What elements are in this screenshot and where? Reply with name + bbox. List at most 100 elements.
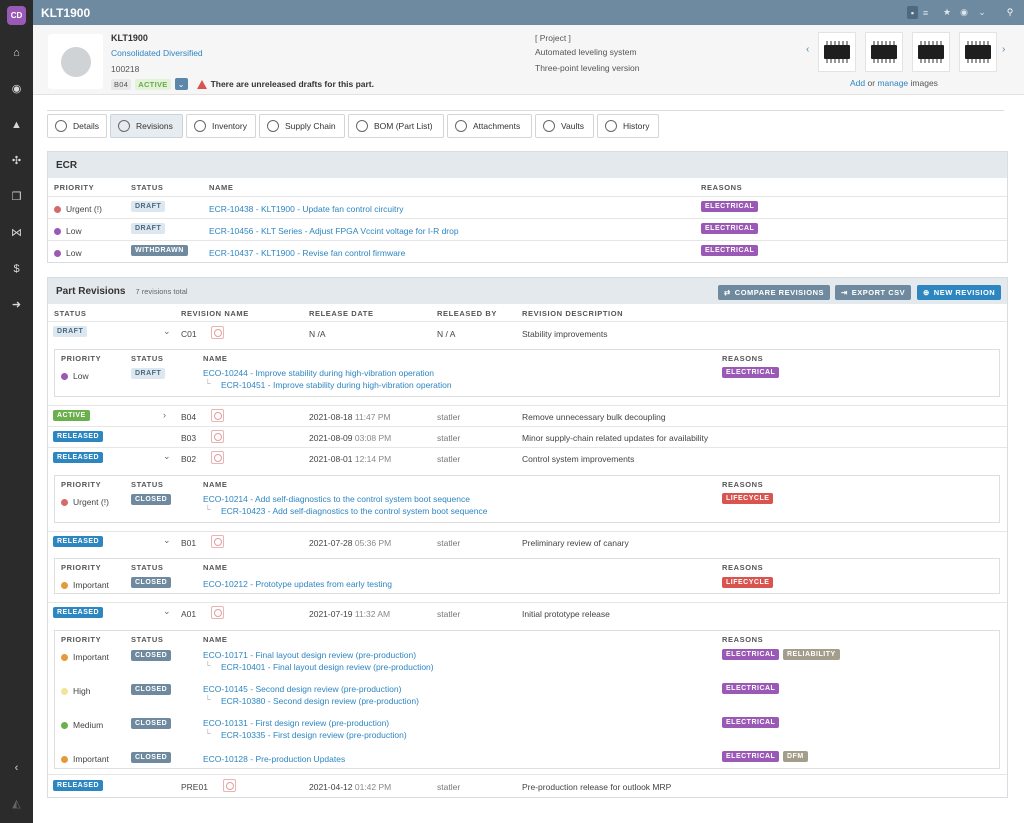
eco-link[interactable]: ECO-10214 - Add self-diagnostics to the … xyxy=(203,494,470,504)
part-category: [ Project ] xyxy=(535,33,571,43)
part-number: KLT1900 xyxy=(111,33,148,43)
part-image[interactable] xyxy=(959,32,997,72)
ecr-link[interactable]: ECR-10456 - KLT Series - Adjust FPGA Vcc… xyxy=(209,226,459,236)
ecr-link[interactable]: ECR-10335 - First design review (pre-pro… xyxy=(221,730,407,740)
status-badge: RELEASED xyxy=(53,536,104,547)
reason-badge: RELIABILITY xyxy=(783,649,840,660)
grid-view-icon[interactable]: ▪ xyxy=(907,6,918,19)
priority-cell: Urgent (!) xyxy=(61,497,109,507)
sub-col-status: STATUS xyxy=(131,480,164,489)
sub-col-status: STATUS xyxy=(131,635,164,644)
gallery-next-icon[interactable]: › xyxy=(1002,44,1006,55)
status-badge: WITHDRAWN xyxy=(131,245,188,256)
ecr-link[interactable]: ECR-10401 - Final layout design review (… xyxy=(221,662,434,672)
revision-row[interactable]: RELEASED ⌄ B02 2021-08-01 12:14 PM statl… xyxy=(48,447,1007,531)
home-icon[interactable]: ⌂ xyxy=(13,46,20,59)
eco-link[interactable]: ECO-10212 - Prototype updates from early… xyxy=(203,579,392,589)
col-name: NAME xyxy=(209,183,234,192)
vaults-icon xyxy=(543,120,555,132)
revision-dropdown-icon[interactable]: ⌄ xyxy=(174,78,188,90)
brand-icon: ◭ xyxy=(12,798,21,810)
add-image-link[interactable]: Add xyxy=(850,78,866,88)
released-by: statler xyxy=(437,433,461,443)
revision-icon[interactable] xyxy=(211,326,224,339)
tab-vaults[interactable]: Vaults xyxy=(535,114,594,138)
revision-icon[interactable] xyxy=(211,409,224,422)
ecr-link[interactable]: ECR-10423 - Add self-diagnostics to the … xyxy=(221,506,488,516)
release-date: 2021-07-28 05:36 PM xyxy=(309,538,392,548)
list-view-icon[interactable]: ≡ xyxy=(922,7,929,18)
table-row[interactable]: Low WITHDRAWN ECR-10437 - KLT1900 - Revi… xyxy=(48,240,1007,262)
revision-icon[interactable] xyxy=(223,779,236,792)
changes-table: PRIORITY STATUS NAME REASONS Low DRAFT E… xyxy=(54,349,1000,397)
revision-row[interactable]: ACTIVE › B04 2021-08-18 11:47 PM statler… xyxy=(48,405,1007,426)
part-thumbnail[interactable] xyxy=(48,34,103,89)
network-icon[interactable]: ✣ xyxy=(11,155,22,167)
revision-row[interactable]: DRAFT ⌄ C01 N /A N / A Stability improve… xyxy=(48,321,1007,405)
share-icon[interactable]: ⋈ xyxy=(11,227,22,239)
ecr-link[interactable]: ECR-10451 - Improve stability during hig… xyxy=(221,380,452,390)
sub-col-status: STATUS xyxy=(131,563,164,572)
revision-icon[interactable] xyxy=(211,430,224,443)
revision-name: B03 xyxy=(181,433,197,443)
priority-cell: Important xyxy=(61,754,109,764)
revision-icon[interactable] xyxy=(211,451,224,464)
eco-link[interactable]: ECO-10131 - First design review (pre-pro… xyxy=(203,718,390,728)
part-image[interactable] xyxy=(912,32,950,72)
dollar-icon[interactable]: $ xyxy=(13,262,20,275)
search-icon[interactable]: ⚲ xyxy=(1006,7,1014,17)
tab-supply-chain[interactable]: Supply Chain xyxy=(259,114,345,138)
status-badge: DRAFT xyxy=(131,223,166,234)
eco-link[interactable]: ECO-10244 - Improve stability during hig… xyxy=(203,368,435,378)
tab-attachments[interactable]: Attachments xyxy=(447,114,532,138)
eco-link[interactable]: ECO-10145 - Second design review (pre-pr… xyxy=(203,684,402,694)
table-row[interactable]: Urgent (!) DRAFT ECR-10438 - KLT1900 - U… xyxy=(48,196,1007,218)
chevron-down-icon[interactable]: ⌄ xyxy=(978,7,986,17)
new-revision-button[interactable]: ⊕ NEW REVISION xyxy=(917,285,1002,300)
compare-revisions-button[interactable]: ⇄ COMPARE REVISIONS xyxy=(718,285,831,300)
chevron-right-icon[interactable]: › xyxy=(163,410,166,420)
org-logo[interactable]: CD xyxy=(7,6,26,25)
eco-link[interactable]: ECO-10171 - Final layout design review (… xyxy=(203,650,417,660)
chevron-down-icon[interactable]: ⌄ xyxy=(163,535,171,545)
revision-icon[interactable] xyxy=(211,606,224,619)
sub-col-priority: PRIORITY xyxy=(61,635,102,644)
collapse-sidebar-icon[interactable]: ‹ xyxy=(14,761,19,774)
table-row[interactable]: Low DRAFT ECR-10456 - KLT Series - Adjus… xyxy=(48,218,1007,240)
chevron-down-icon[interactable]: ⌄ xyxy=(163,606,171,616)
star-icon[interactable]: ★ xyxy=(942,7,952,17)
export-csv-button[interactable]: ⇥ EXPORT CSV xyxy=(835,285,912,300)
chevron-down-icon[interactable]: ⌄ xyxy=(163,326,171,336)
revision-row[interactable]: RELEASED B03 2021-08-09 03:08 PM statler… xyxy=(48,426,1007,447)
ecr-link[interactable]: ECR-10380 - Second design review (pre-pr… xyxy=(221,696,419,706)
company-link[interactable]: Consolidated Diversified xyxy=(111,48,203,58)
priority-cell: Medium xyxy=(61,720,103,730)
chevron-down-icon[interactable]: ⌄ xyxy=(163,451,171,461)
arrow-right-icon[interactable]: ➜ xyxy=(11,299,22,311)
part-image[interactable] xyxy=(818,32,856,72)
part-image[interactable] xyxy=(865,32,903,72)
manage-images-link[interactable]: manage xyxy=(877,78,909,88)
priority-cell: Important xyxy=(61,652,109,662)
eco-link[interactable]: ECO-10128 - Pre-production Updates xyxy=(203,754,346,764)
revision-row[interactable]: RELEASED ⌄ B01 2021-07-28 05:36 PM statl… xyxy=(48,531,1007,602)
reason-badge: DFM xyxy=(783,751,808,762)
sub-col-name: NAME xyxy=(203,480,228,489)
tab-history[interactable]: History xyxy=(597,114,659,138)
gallery-prev-icon[interactable]: ‹ xyxy=(806,44,810,55)
revision-icon[interactable] xyxy=(211,535,224,548)
ecr-link[interactable]: ECR-10438 - KLT1900 - Update fan control… xyxy=(209,204,404,214)
box-icon[interactable]: ❒ xyxy=(11,191,22,203)
tab-details[interactable]: Details xyxy=(47,114,107,138)
revision-row[interactable]: RELEASED PRE01 2021-04-12 01:42 PM statl… xyxy=(48,774,1007,798)
dashboard-icon[interactable]: ◉ xyxy=(11,83,22,95)
components-icon[interactable]: ▲ xyxy=(11,118,22,131)
ecr-link[interactable]: ECR-10437 - KLT1900 - Revise fan control… xyxy=(209,248,406,258)
tab-revisions[interactable]: Revisions xyxy=(110,114,183,138)
tab-inventory[interactable]: Inventory xyxy=(186,114,256,138)
watch-icon[interactable]: ◉ xyxy=(960,7,968,17)
tab-bom[interactable]: BOM (Part List) xyxy=(348,114,444,138)
priority-dot xyxy=(61,687,68,695)
revision-row[interactable]: RELEASED ⌄ A01 2021-07-19 11:32 AM statl… xyxy=(48,602,1007,774)
reason-badge: ELECTRICAL xyxy=(722,683,780,694)
